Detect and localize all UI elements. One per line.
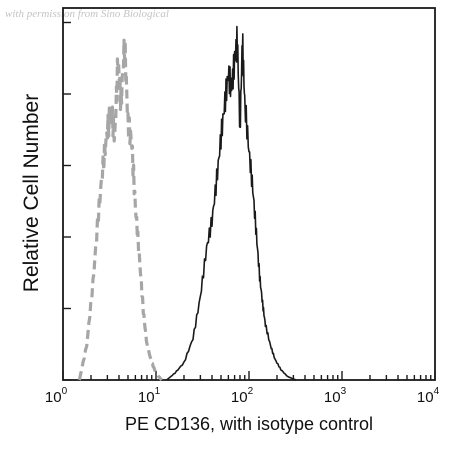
y-axis-label: Relative Cell Number <box>20 93 43 293</box>
x-axis-ticks: 100 101 102 103 104 <box>45 371 440 406</box>
x-tick-label: 100 <box>45 386 68 406</box>
y-axis-ticks <box>63 21 71 381</box>
watermark-text: with permission from Sino Biological <box>5 8 169 20</box>
x-tick-label: 101 <box>138 386 161 406</box>
cd136-series <box>166 25 297 381</box>
x-tick-label: 102 <box>231 386 254 406</box>
isotype-control-series <box>77 38 163 382</box>
x-tick-label: 104 <box>417 386 440 406</box>
series-layer <box>77 25 297 382</box>
x-axis-label: PE CD136, with isotype control <box>124 414 374 434</box>
x-tick-label: 103 <box>324 386 347 406</box>
